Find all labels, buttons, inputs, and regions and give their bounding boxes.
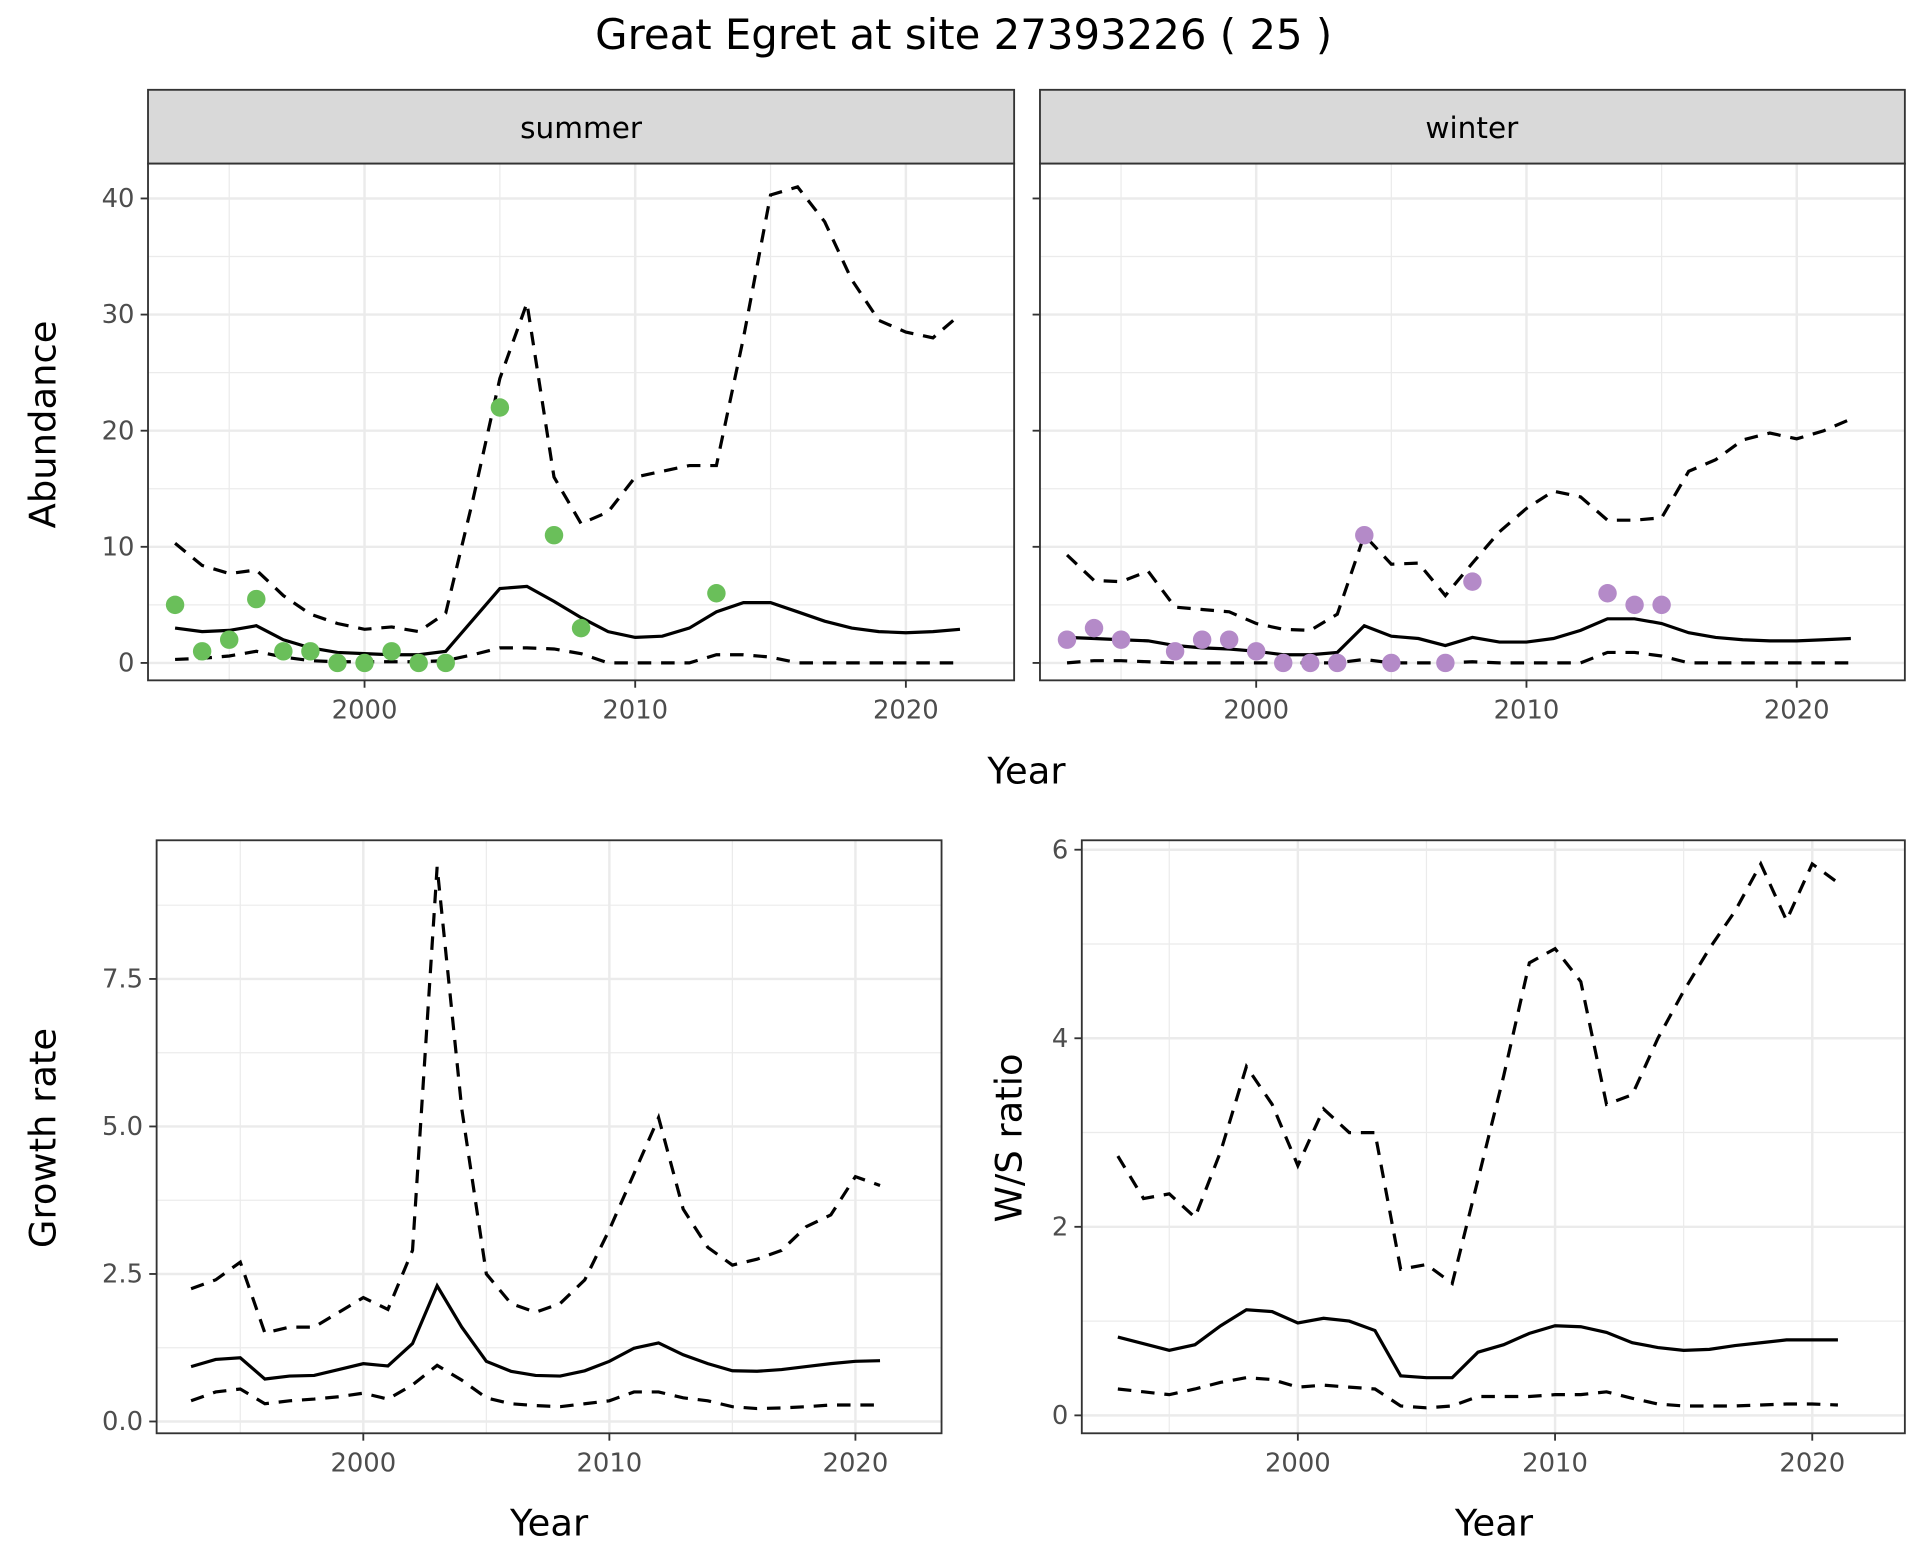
- panel-summer: 2000 2010 2020 0 10 20 30 40: [102, 162, 1016, 725]
- top-x-axis-title: Year: [986, 750, 1066, 793]
- data-point: [1246, 642, 1266, 661]
- plot-background: [148, 163, 1015, 681]
- data-point: [328, 653, 347, 673]
- y-tick-label: 6: [1052, 835, 1068, 865]
- y-tick-label: 20: [102, 416, 135, 446]
- ratio-x-axis-title: Year: [1454, 1501, 1534, 1544]
- data-point: [192, 642, 212, 661]
- panel-border: [1080, 839, 1906, 1435]
- data-point: [1436, 653, 1455, 673]
- y-tick-label: 0: [1052, 1401, 1068, 1431]
- y-tick-label: 0.0: [102, 1407, 143, 1437]
- panel-border: [147, 162, 1016, 682]
- series-line-mean: [190, 1282, 881, 1381]
- panel-border: [1039, 162, 1906, 682]
- panel-ratio: 2000 2010 2020 0 2 4 6: [1052, 835, 1906, 1478]
- ratio-y-axis-title: W/S ratio: [988, 1053, 1031, 1222]
- x-tick-label: 2020: [873, 695, 939, 725]
- data-point: [274, 642, 293, 661]
- data-point: [1057, 630, 1077, 649]
- plot-background: [1039, 163, 1905, 681]
- data-point: [1328, 653, 1347, 673]
- plot-background: [156, 840, 942, 1434]
- data-point: [1598, 584, 1617, 603]
- data-point: [1192, 630, 1212, 649]
- top-y-axis-title: Abundance: [22, 321, 65, 529]
- y-tick-label: 7.5: [102, 965, 143, 995]
- data-point: [1111, 630, 1131, 649]
- growth-y-axis-title: Growth rate: [22, 1028, 65, 1248]
- data-point: [382, 642, 401, 661]
- series-line-upper: [190, 866, 881, 1335]
- x-tick-label: 2010: [602, 695, 668, 725]
- x-tick-label: 2000: [1265, 1448, 1331, 1478]
- growth-x-axis-title: Year: [509, 1501, 589, 1544]
- x-tick-label: 2000: [332, 695, 398, 725]
- series-line-mean: [1117, 1308, 1838, 1380]
- data-point: [1273, 653, 1293, 673]
- strip-winter: [1039, 88, 1906, 165]
- data-point: [1301, 653, 1320, 673]
- data-point: [165, 595, 185, 615]
- x-tick-label: 2010: [1522, 1448, 1588, 1478]
- data-point: [355, 653, 374, 673]
- y-tick-label: 30: [102, 300, 135, 330]
- y-tick-label: 40: [102, 184, 135, 214]
- data-point: [707, 584, 726, 603]
- data-point: [571, 618, 591, 638]
- panel-border: [155, 839, 943, 1435]
- y-tick-label: 4: [1052, 1024, 1068, 1054]
- chart-title: Great Egret at site 27393226 ( 25 ): [595, 10, 1332, 59]
- data-point: [1084, 618, 1104, 638]
- panel-winter: 2000 2010 2020: [1032, 162, 1906, 725]
- y-tick-label: 5.0: [102, 1112, 143, 1142]
- series-line-lower: [1117, 1376, 1838, 1410]
- x-tick-label: 2020: [1764, 695, 1830, 725]
- y-tick-label: 2: [1052, 1212, 1068, 1242]
- data-point: [490, 398, 510, 417]
- data-point: [247, 589, 266, 609]
- data-point: [301, 642, 320, 661]
- data-point: [1625, 595, 1644, 615]
- data-point: [1652, 595, 1671, 615]
- series-line-upper: [174, 185, 962, 634]
- x-tick-label: 2000: [1223, 695, 1289, 725]
- data-point: [1165, 642, 1185, 661]
- x-tick-label: 2010: [1494, 695, 1560, 725]
- data-point: [1355, 525, 1374, 545]
- panel-growth: 2000 2010 2020 0.0 2.5 5.0 7.5: [102, 839, 943, 1478]
- series-line-lower: [1066, 650, 1851, 665]
- strip-summer-label: summer: [520, 111, 643, 145]
- strip-winter-label: winter: [1425, 111, 1519, 145]
- data-point: [219, 630, 239, 649]
- y-tick-label: 2.5: [102, 1260, 143, 1290]
- data-point: [436, 653, 455, 673]
- series-line-lower: [175, 646, 960, 665]
- y-tick-label: 10: [102, 532, 135, 562]
- data-point: [1463, 572, 1482, 591]
- data-point: [1219, 630, 1239, 649]
- series-line-upper: [1065, 417, 1852, 633]
- data-point: [409, 653, 428, 673]
- x-tick-label: 2000: [330, 1448, 396, 1478]
- series-line-upper: [1116, 860, 1839, 1287]
- x-tick-label: 2010: [577, 1448, 643, 1478]
- strip-summer: [147, 88, 1016, 165]
- series-line-lower: [190, 1363, 881, 1411]
- y-tick-label: 0: [118, 649, 134, 679]
- x-tick-label: 2020: [1779, 1448, 1845, 1478]
- plot-background: [1081, 840, 1905, 1434]
- x-tick-label: 2020: [823, 1448, 889, 1478]
- data-point: [544, 525, 564, 545]
- data-point: [1382, 653, 1401, 673]
